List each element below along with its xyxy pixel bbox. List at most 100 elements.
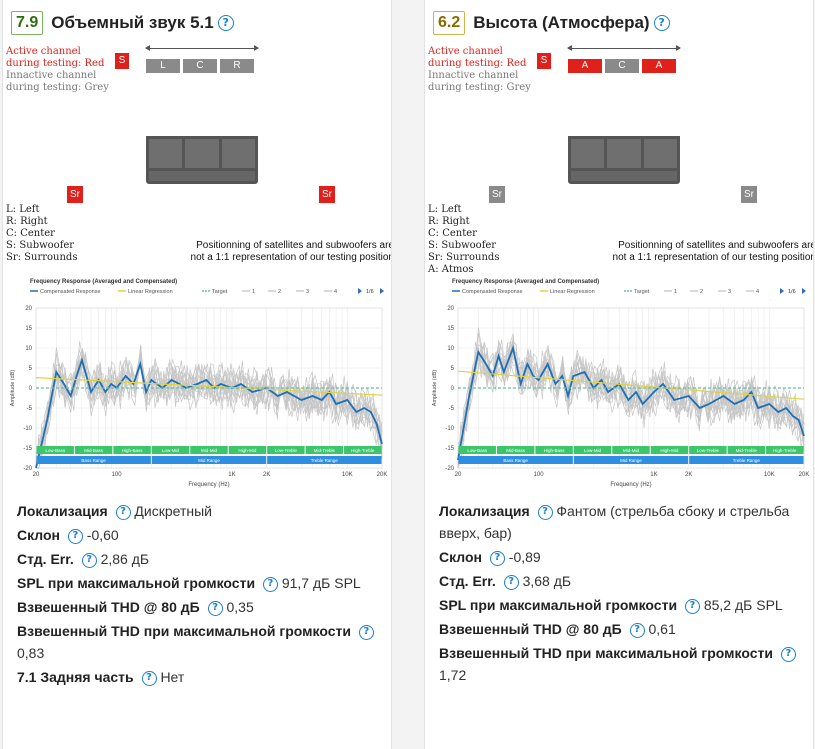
spec-localization: Локализация ? Дискретный [17, 500, 387, 522]
help-icon[interactable]: ? [81, 552, 97, 568]
band-label: Low-Bass [467, 448, 488, 453]
key-item: L: Left [6, 204, 40, 215]
spec-thd-80: Взвешенный THD @ 80 дБ ? 0,35 [17, 596, 387, 618]
help-icon[interactable]: ? [489, 550, 505, 566]
y-tick-label: -15 [23, 446, 32, 452]
legend-label: Compensated Response [40, 289, 101, 295]
help-icon[interactable]: ? [207, 600, 223, 616]
spec-label: Взвешенный THD @ 80 дБ [17, 599, 200, 615]
width-arrow [145, 45, 259, 51]
band-label: High-Treble [351, 448, 375, 453]
band-label: High-Bass [122, 448, 144, 453]
band-bar [267, 446, 305, 454]
legend-next-icon [380, 288, 384, 294]
band-label: Mid-Bass [84, 448, 104, 453]
band-label: Low-Bass [45, 448, 66, 453]
legend-active: Active channel during testing: Red [428, 46, 526, 70]
help-icon[interactable]: ? [67, 528, 83, 544]
range-bar [267, 456, 382, 464]
disclaimer-line: not a 1:1 representation of our testing … [190, 252, 392, 263]
help-icon[interactable]: ? [537, 504, 553, 520]
spec-value: Фантом (стрельба сбоку и стрельба вверх,… [439, 503, 790, 541]
key-item: L: Left [428, 204, 462, 215]
range-bar [458, 456, 573, 464]
help-icon[interactable]: ? [684, 598, 700, 614]
spec-label: Локализация [439, 503, 530, 519]
y-tick-label: 20 [25, 306, 32, 312]
y-tick-label: 0 [29, 386, 33, 392]
card-title: Высота (Атмосфера) [473, 13, 650, 32]
spec-std-err: Стд. Err. ? 2,86 дБ [17, 548, 387, 570]
legend-next-icon [802, 288, 806, 294]
legend-label: 4 [334, 289, 337, 295]
legend-active: Active channel during testing: Red [6, 46, 104, 70]
help-icon[interactable]: ? [115, 504, 131, 520]
y-tick-label: -20 [23, 466, 32, 472]
speaker-key: L: Left R: Right C: Center S: Subwoofer … [428, 204, 499, 276]
frequency-response-chart[interactable]: Frequency Response (Averaged and Compens… [6, 274, 391, 494]
score-badge: 7.9 [11, 11, 44, 35]
band-bar [535, 446, 573, 454]
legend-inactive-line2: during testing: Grey [6, 82, 109, 93]
key-item: R: Right [6, 216, 48, 227]
help-icon[interactable]: ? [629, 622, 645, 638]
spec-label: Взвешенный THD при максимальной громкост… [439, 645, 773, 661]
band-label: High-Mid [238, 448, 257, 453]
legend-label: 4 [756, 289, 759, 295]
y-tick-label: 10 [447, 346, 454, 352]
help-icon[interactable]: ? [653, 15, 670, 31]
range-bar [36, 456, 151, 464]
disclaimer-line: not a 1:1 representation of our testing … [612, 252, 814, 263]
x-axis-label: Frequency (Hz) [610, 482, 651, 488]
key-item: Sr: Surrounds [428, 252, 500, 263]
band-bar [689, 446, 727, 454]
position-disclaimer: Positionning of satellites and subwoofer… [596, 240, 814, 264]
spec-value: 1,72 [439, 667, 467, 683]
spec-value: 2,86 дБ [100, 551, 150, 567]
x-tick-label: 100 [112, 472, 123, 478]
help-icon[interactable]: ? [262, 576, 278, 592]
band-label: High-Mid [660, 448, 679, 453]
speaker-key: L: Left R: Right C: Center S: Subwoofer … [6, 204, 77, 264]
help-icon[interactable]: ? [780, 646, 796, 662]
speaker-center: C [183, 59, 217, 73]
spec-label: Взвешенный THD при максимальной громкост… [17, 623, 351, 639]
speaker-right: R [220, 59, 254, 73]
legend-prev-icon [358, 288, 362, 294]
measurement-trace [35, 348, 383, 465]
band-label: Mid-Mid [623, 448, 639, 453]
disclaimer-line: Positionning of satellites and subwoofer… [196, 240, 392, 251]
help-icon[interactable]: ? [358, 624, 374, 640]
width-arrow [567, 45, 681, 51]
frequency-response-chart[interactable]: Frequency Response (Averaged and Compens… [428, 274, 813, 494]
subwoofer-box: S [537, 53, 551, 69]
band-bar [151, 446, 190, 454]
y-tick-label: -20 [445, 466, 454, 472]
y-tick-label: -10 [445, 426, 454, 432]
series-line-linear-regression [457, 370, 805, 400]
spec-slope: Склон ? -0,60 [17, 524, 387, 546]
help-icon[interactable]: ? [503, 574, 519, 590]
spec-max-spl: SPL при максимальной громкости ? 85,2 дБ… [439, 594, 809, 616]
spec-label: Стд. Err. [17, 551, 74, 567]
band-bar [612, 446, 650, 454]
band-label: Mid-Bass [506, 448, 526, 453]
couch-icon [146, 136, 258, 184]
help-icon[interactable]: ? [217, 15, 234, 31]
spec-label: Склон [439, 549, 483, 565]
legend-inactive-line2: during testing: Grey [428, 82, 531, 93]
key-item: A: Atmos [428, 264, 474, 275]
measurement-trace [457, 341, 805, 464]
couch-icon [568, 136, 680, 184]
spec-value: -0,89 [508, 549, 541, 565]
help-icon[interactable]: ? [141, 670, 157, 686]
series-line-linear-regression [35, 377, 383, 396]
x-tick-label: 10K [764, 472, 775, 478]
key-item: S: Subwoofer [6, 240, 75, 251]
legend-active-line1: Active channel [6, 46, 81, 57]
subwoofer-box: S [115, 53, 129, 69]
y-tick-label: 5 [451, 366, 455, 372]
legend-label: Compensated Response [462, 289, 523, 295]
y-axis-label: Amplitude (dB) [10, 370, 16, 407]
band-bar [74, 446, 113, 454]
